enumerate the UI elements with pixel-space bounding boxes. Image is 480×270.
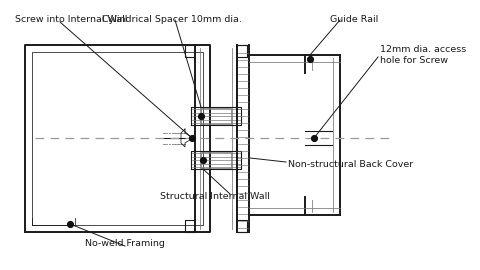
Text: Cylindrical Spacer 10mm dia.: Cylindrical Spacer 10mm dia. [102, 15, 242, 24]
Text: No-weld Framing: No-weld Framing [85, 239, 165, 248]
Text: Guide Rail: Guide Rail [330, 15, 378, 24]
Text: 12mm dia. access
hole for Screw: 12mm dia. access hole for Screw [380, 45, 466, 65]
Text: Structural Internal Wall: Structural Internal Wall [160, 192, 270, 201]
Text: Non-structural Back Cover: Non-structural Back Cover [288, 160, 413, 169]
Text: Screw into Internal Wall: Screw into Internal Wall [15, 15, 127, 24]
